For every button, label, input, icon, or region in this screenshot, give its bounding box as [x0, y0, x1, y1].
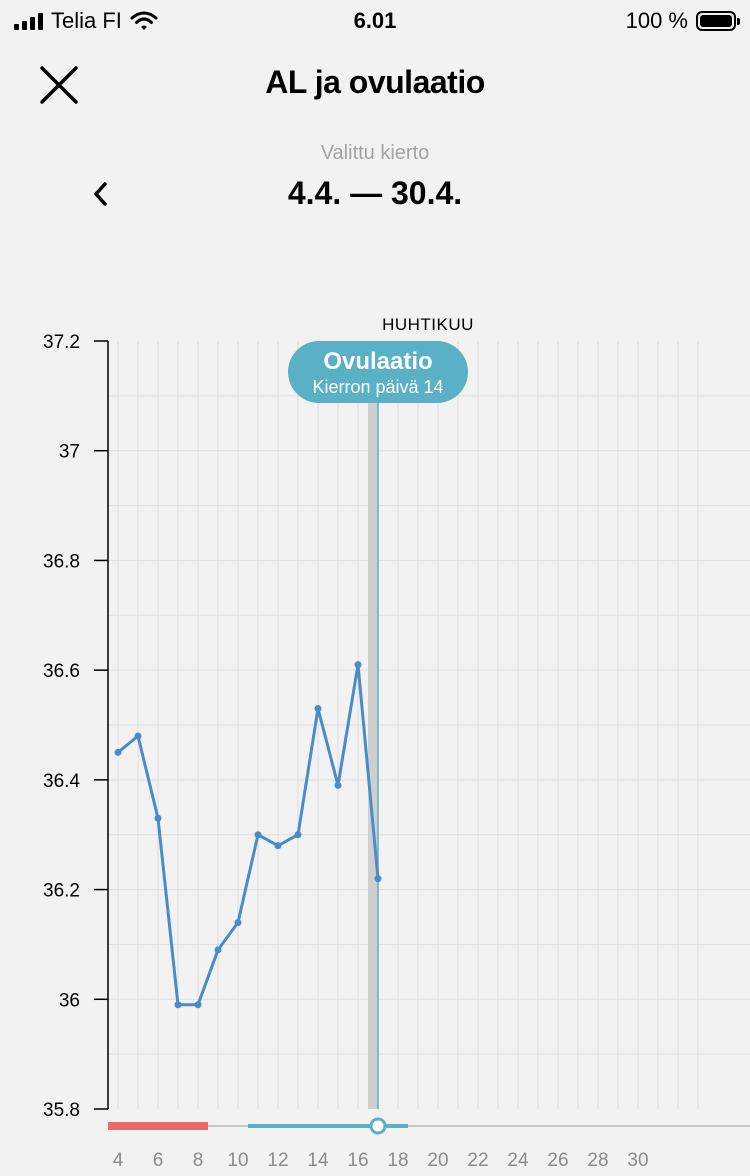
battery-icon — [696, 11, 740, 31]
temperature-point — [334, 781, 342, 789]
temperature-point — [274, 842, 282, 850]
x-tick-label: 22 — [467, 1150, 488, 1171]
temperature-point — [194, 1001, 202, 1009]
temperature-point — [294, 831, 302, 839]
temperature-point — [114, 748, 122, 756]
ovulation-bubble — [288, 341, 468, 403]
x-tick-label: 20 — [427, 1150, 448, 1171]
signal-icon — [14, 12, 43, 30]
y-tick-label: 35.8 — [43, 1100, 80, 1121]
temperature-line — [116, 663, 380, 1007]
y-tick-label: 37 — [59, 442, 80, 463]
x-tick-label: 18 — [387, 1150, 408, 1171]
temperature-chart: 37.2 37 36.8 36.6 36.4 36.2 36 35.8 HUHTIKUU Ovul… — [43, 315, 750, 1171]
month-label: HUHTIKUU — [382, 315, 474, 334]
ovulation-band — [368, 401, 378, 1109]
y-tick-label: 36.6 — [43, 661, 80, 682]
x-tick-label: 8 — [193, 1150, 204, 1171]
y-tick-label: 36.8 — [43, 551, 80, 572]
y-tick-label: 37.2 — [43, 332, 80, 353]
temperature-point — [254, 831, 262, 839]
status-left: Telia FI — [14, 8, 158, 34]
ovulation-subtitle: Kierron päivä 14 — [312, 377, 443, 397]
battery-percent: 100 % — [625, 8, 688, 33]
x-tick-label: 28 — [587, 1150, 608, 1171]
temperature-point — [154, 814, 162, 822]
temperature-point — [314, 705, 322, 713]
x-tick-label: 26 — [547, 1150, 568, 1171]
temperature-point — [214, 946, 222, 954]
cycle-range: 4.4. — 30.4. — [287, 175, 463, 211]
wifi-icon — [130, 11, 158, 30]
previous-cycle-button[interactable] — [86, 176, 116, 212]
page-title: AL ja ovulaatio — [265, 64, 485, 100]
close-icon — [40, 66, 78, 104]
status-bar: Telia FI 6.01 100 % — [0, 0, 750, 44]
y-tick-label: 36.4 — [43, 771, 80, 792]
timeline-handle[interactable] — [369, 1117, 387, 1135]
carrier-name: Telia FI — [51, 8, 122, 33]
status-right: 100 % — [625, 8, 740, 34]
temperature-point — [374, 875, 382, 883]
x-tick-label: 14 — [307, 1150, 329, 1171]
x-tick-label: 12 — [267, 1150, 288, 1171]
close-button[interactable] — [36, 62, 82, 108]
y-tick-label: 36.2 — [43, 881, 80, 902]
x-tick-label: 30 — [627, 1150, 648, 1171]
temperature-point — [174, 1001, 182, 1009]
temperature-point — [354, 661, 362, 669]
chevron-left-icon — [94, 182, 107, 206]
cycle-label: Valittu kierto — [320, 142, 430, 164]
temperature-point — [134, 732, 142, 740]
status-time: 6.01 — [353, 8, 397, 33]
x-tick-label: 16 — [347, 1150, 368, 1171]
x-tick-label: 6 — [153, 1150, 164, 1171]
ovulation-title: Ovulaatio — [323, 348, 432, 375]
temperature-point — [234, 918, 242, 926]
y-tick-label: 36 — [59, 990, 80, 1011]
x-tick-label: 4 — [113, 1150, 124, 1171]
x-tick-label: 24 — [507, 1150, 529, 1171]
x-tick-label: 10 — [227, 1150, 248, 1171]
